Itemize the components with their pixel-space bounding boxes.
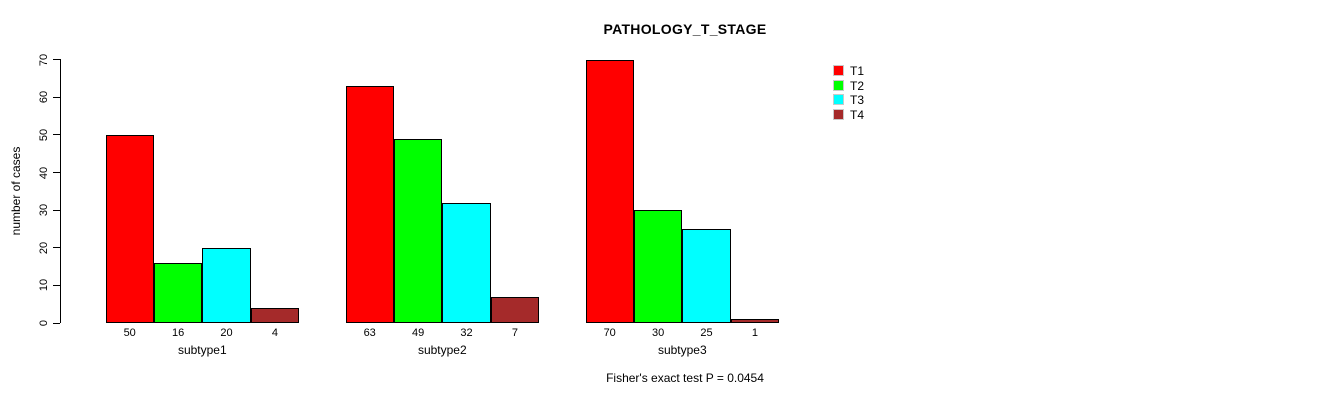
bar-t4-subtype1: [250, 307, 300, 323]
bar-t2-subtype2: [393, 138, 443, 323]
y-axis-tick: [53, 284, 60, 286]
y-axis-tick-label: 50: [38, 128, 50, 142]
legend-swatch-t4: [833, 108, 844, 120]
y-axis-label: number of cases: [9, 146, 23, 236]
bar-t1-subtype1: [105, 134, 154, 323]
bar-value-label: 16: [171, 327, 185, 339]
y-axis-tick-label: 60: [38, 91, 50, 104]
y-axis-tick: [53, 134, 60, 136]
y-axis-tick-label: 0: [38, 319, 50, 327]
bar-value-label: 32: [460, 327, 473, 339]
y-axis-tick: [53, 247, 60, 249]
legend-swatch-t1: [833, 65, 844, 76]
bar-value-label: 49: [411, 327, 425, 339]
bar-t1-subtype3: [585, 59, 634, 323]
y-axis-tick-label: 70: [38, 53, 50, 66]
y-axis-tick-label: 10: [38, 279, 50, 292]
bar-t4-subtype3: [730, 319, 780, 323]
x-category-label-subtype2: subtype2: [417, 343, 467, 357]
legend-swatch-t3: [833, 94, 844, 105]
y-axis-tick: [53, 96, 60, 98]
bar-t3-subtype1: [202, 247, 251, 323]
y-axis-tick: [53, 59, 60, 61]
y-axis-tick-label: 40: [38, 166, 50, 179]
bar-value-label: 30: [651, 327, 665, 339]
y-axis-line: [60, 59, 61, 324]
bar-t3-subtype2: [442, 202, 491, 323]
y-axis-tick: [53, 172, 60, 174]
bar-t4-subtype2: [490, 296, 540, 323]
chart-title: PATHOLOGY_T_STAGE: [603, 21, 767, 37]
y-axis-tick: [53, 322, 60, 324]
bar-t3-subtype3: [682, 228, 731, 323]
bar-value-label: 70: [603, 327, 616, 339]
y-axis-tick-label: 30: [38, 204, 50, 217]
y-axis-tick: [53, 209, 60, 211]
legend-label-t3: T3: [850, 93, 865, 107]
x-category-label-subtype3: subtype3: [657, 343, 707, 357]
y-axis-tick-label: 20: [38, 241, 50, 254]
bar-value-label: 4: [271, 327, 278, 339]
bar-value-label: 20: [220, 327, 233, 339]
legend-label-t1: T1: [850, 64, 865, 78]
bar-t1-subtype2: [345, 86, 394, 323]
legend-label-t2: T2: [850, 78, 865, 93]
bar-t2-subtype1: [153, 262, 203, 323]
bar-value-label: 7: [511, 327, 518, 339]
caption-fishers-test: Fisher's exact test P = 0.0454: [606, 371, 764, 385]
bar-value-label: 50: [123, 327, 136, 339]
x-category-label-subtype1: subtype1: [177, 343, 227, 357]
bar-value-label: 63: [363, 327, 376, 339]
bar-value-label: 25: [700, 327, 713, 339]
legend-label-t4: T4: [850, 107, 865, 122]
bar-value-label: 1: [751, 327, 758, 339]
legend-swatch-t2: [833, 79, 844, 91]
bar-t2-subtype3: [633, 210, 683, 323]
